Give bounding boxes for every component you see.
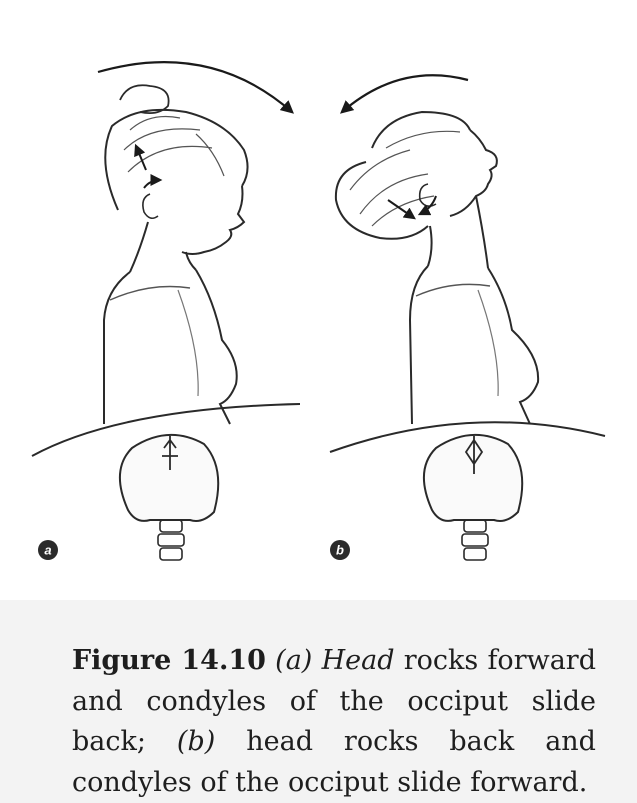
caption-panel-b-marker: (b) [176, 726, 216, 757]
caption-panel-a-marker: (a) [275, 645, 313, 676]
rotation-arrow-back [339, 74, 469, 114]
panel-a [97, 61, 294, 425]
figure-caption: Figure 14.10 (a) Head rocks forward and … [72, 641, 596, 803]
neck [129, 221, 197, 273]
skull-a [118, 433, 220, 561]
rotation-arrow-forward [97, 61, 294, 114]
arc-right [329, 421, 606, 453]
caption-panel-a-term: Head [321, 645, 395, 676]
neck [427, 195, 489, 269]
face-profile [181, 185, 246, 255]
ear [142, 193, 159, 220]
arc-left [31, 403, 301, 457]
panel-a-label: a [44, 543, 51, 558]
face-profile [449, 129, 498, 217]
skull-views [31, 403, 606, 561]
torso [408, 265, 540, 425]
figure-illustration: a b [0, 0, 637, 600]
hair [334, 110, 471, 240]
hair [104, 108, 249, 211]
panel-a-badge: a [38, 540, 58, 560]
panel-b [334, 74, 540, 425]
panel-b-label: b [336, 543, 344, 558]
skull-b [422, 433, 524, 561]
figure-number: Figure 14.10 [72, 645, 266, 676]
torso [103, 269, 238, 425]
caption-panel-b-text: head rocks back and condyles of the occi… [72, 726, 596, 798]
hair-bun [119, 84, 170, 115]
caption-panel-a-text: rocks forward and condyles of the occipu… [72, 645, 596, 757]
panel-b-badge: b [330, 540, 350, 560]
